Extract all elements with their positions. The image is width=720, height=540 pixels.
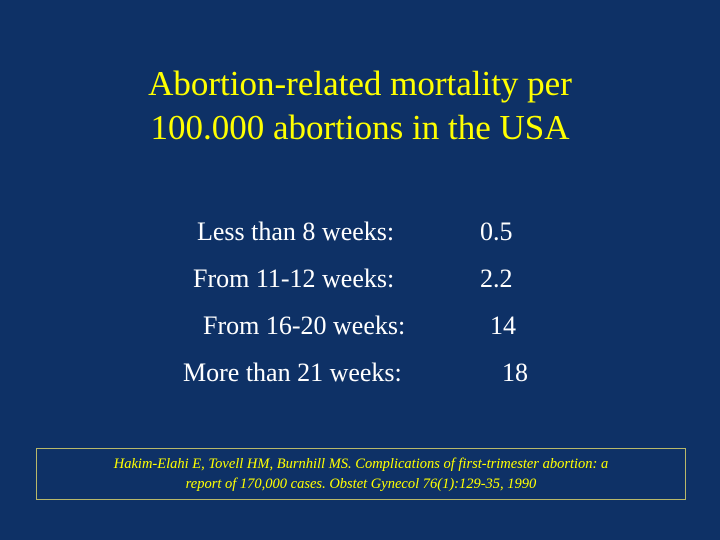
- stat-value: 14: [490, 311, 516, 340]
- stat-label: From 11-12 weeks:: [193, 264, 395, 293]
- citation-box: Hakim-Elahi E, Tovell HM, Burnhill MS. C…: [36, 448, 686, 500]
- stat-label: Less than 8 weeks:: [197, 217, 395, 246]
- slide-title: Abortion-related mortality per 100.000 a…: [40, 62, 680, 150]
- stat-value: 0.5: [480, 217, 513, 246]
- stat-label: More than 21 weeks:: [183, 358, 402, 387]
- stat-value: 2.2: [480, 264, 513, 293]
- stat-row-less-than-8-weeks: Less than 8 weeks: 0.5: [0, 208, 720, 255]
- citation-line-1: Hakim-Elahi E, Tovell HM, Burnhill MS. C…: [113, 456, 609, 472]
- stat-row-more-than-21-weeks: More than 21 weeks: 18: [0, 349, 720, 396]
- mortality-stats-list: Less than 8 weeks: 0.5 From 11-12 weeks:…: [0, 208, 720, 396]
- stat-label: From 16-20 weeks:: [203, 311, 406, 340]
- slide-title-line-1: Abortion-related mortality per: [148, 64, 572, 103]
- citation-line-2: report of 170,000 cases. Obstet Gynecol …: [185, 476, 537, 492]
- stat-row-11-12-weeks: From 11-12 weeks: 2.2: [0, 255, 720, 302]
- stat-value: 18: [502, 358, 528, 387]
- stat-row-16-20-weeks: From 16-20 weeks: 14: [0, 302, 720, 349]
- slide-title-line-2: 100.000 abortions in the USA: [150, 108, 570, 147]
